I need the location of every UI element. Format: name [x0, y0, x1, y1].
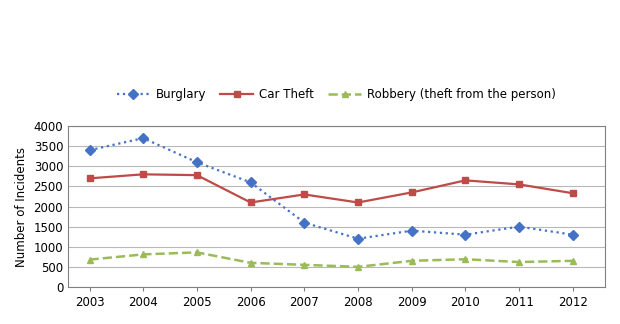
Line: Car Theft: Car Theft	[86, 171, 576, 206]
Line: Burglary: Burglary	[86, 135, 576, 242]
Burglary	[408, 229, 415, 233]
Robbery (theft from the person)	[462, 257, 469, 261]
Robbery (theft from the person)	[193, 250, 201, 254]
Robbery (theft from the person)	[301, 263, 308, 267]
Y-axis label: Number of Incidents: Number of Incidents	[15, 146, 28, 267]
Robbery (theft from the person)	[354, 265, 361, 269]
Car Theft	[515, 182, 523, 186]
Car Theft	[140, 172, 147, 176]
Car Theft	[301, 192, 308, 196]
Car Theft	[247, 201, 254, 204]
Robbery (theft from the person)	[247, 261, 254, 265]
Car Theft	[354, 201, 361, 204]
Car Theft	[462, 179, 469, 182]
Car Theft	[86, 176, 93, 180]
Burglary	[86, 148, 93, 152]
Car Theft	[569, 191, 577, 195]
Car Theft	[408, 191, 415, 194]
Burglary	[193, 160, 201, 164]
Legend: Burglary, Car Theft, Robbery (theft from the person): Burglary, Car Theft, Robbery (theft from…	[112, 84, 561, 106]
Robbery (theft from the person)	[86, 258, 93, 261]
Robbery (theft from the person)	[140, 252, 147, 256]
Burglary	[354, 237, 361, 241]
Robbery (theft from the person)	[515, 260, 523, 264]
Burglary	[301, 221, 308, 225]
Line: Robbery (theft from the person): Robbery (theft from the person)	[86, 249, 576, 270]
Burglary	[515, 225, 523, 228]
Burglary	[569, 233, 577, 237]
Car Theft	[193, 173, 201, 177]
Burglary	[247, 180, 254, 184]
Burglary	[462, 233, 469, 237]
Robbery (theft from the person)	[408, 259, 415, 263]
Robbery (theft from the person)	[569, 259, 577, 263]
Burglary	[140, 136, 147, 140]
